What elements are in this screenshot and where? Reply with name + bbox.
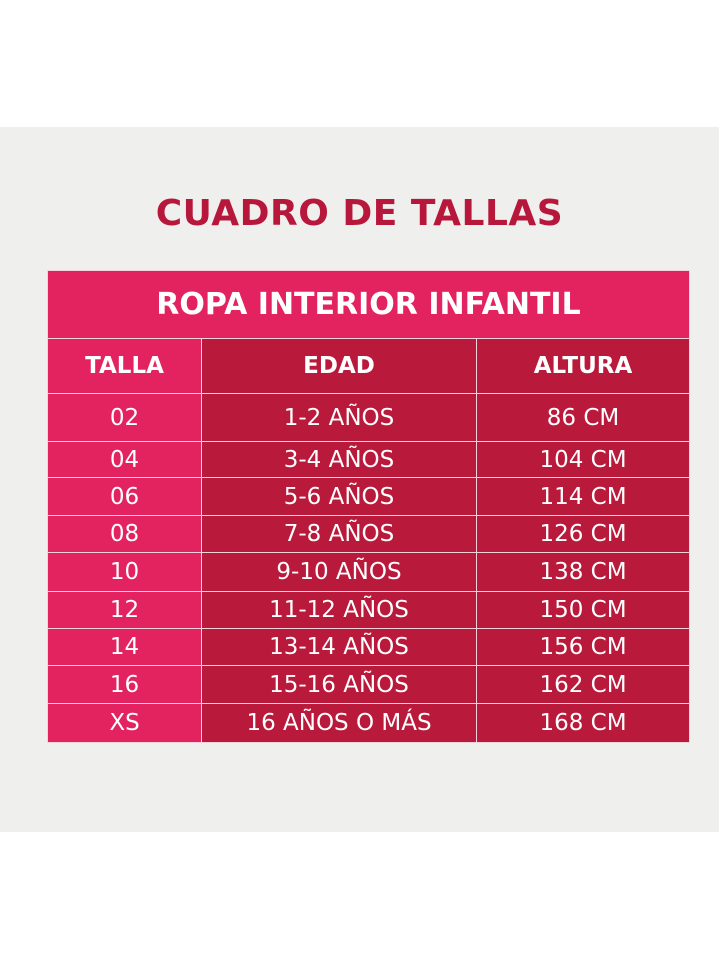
table-cell: 150 CM (476, 591, 690, 629)
table-title: ROPA INTERIOR INFANTIL (47, 270, 690, 339)
table-cell: 13-14 AÑOS (201, 628, 477, 666)
table-cell: 11-12 AÑOS (201, 591, 477, 629)
table-row: 12 11-12 AÑOS 150 CM (47, 591, 690, 629)
table-cell: 3-4 AÑOS (201, 441, 477, 478)
table-cell: 126 CM (476, 515, 690, 553)
table-cell: 114 CM (476, 477, 690, 516)
table-cell: 162 CM (476, 665, 690, 704)
table-cell: XS (47, 703, 202, 743)
column-header: ALTURA (476, 338, 690, 394)
table-row: 16 15-16 AÑOS 162 CM (47, 665, 690, 704)
page-title: CUADRO DE TALLAS (155, 193, 564, 234)
table-body: ROPA INTERIOR INFANTIL TALLA EDAD ALTURA 02… (47, 270, 690, 743)
table-cell: 04 (47, 441, 202, 478)
table-cell: 1-2 AÑOS (201, 393, 477, 442)
table-cell: 104 CM (476, 441, 690, 478)
table-row: 04 3-4 AÑOS 104 CM (47, 441, 690, 478)
column-header: TALLA (47, 338, 202, 394)
table-cell: 5-6 AÑOS (201, 477, 477, 516)
table-row: XS 16 AÑOS O MÁS 168 CM (47, 703, 690, 743)
header-row: TALLA EDAD ALTURA (47, 338, 690, 394)
table-cell: 168 CM (476, 703, 690, 743)
table-cell: 08 (47, 515, 202, 553)
table-cell: 14 (47, 628, 202, 666)
table-cell: 9-10 AÑOS (201, 552, 477, 592)
table-cell: 16 AÑOS O MÁS (201, 703, 477, 743)
table-row: 10 9-10 AÑOS 138 CM (47, 552, 690, 592)
table-cell: 06 (47, 477, 202, 516)
table-cell: 86 CM (476, 393, 690, 442)
table-row: 14 13-14 AÑOS 156 CM (47, 628, 690, 666)
table-row: 06 5-6 AÑOS 114 CM (47, 477, 690, 516)
table-cell: 10 (47, 552, 202, 592)
table-cell: 138 CM (476, 552, 690, 592)
table-row: 02 1-2 AÑOS 86 CM (47, 393, 690, 442)
table-cell: 7-8 AÑOS (201, 515, 477, 553)
table-cell: 156 CM (476, 628, 690, 666)
table-title-row: ROPA INTERIOR INFANTIL (47, 270, 690, 339)
table-cell: 02 (47, 393, 202, 442)
size-table: ROPA INTERIOR INFANTIL TALLA EDAD ALTURA 02… (47, 270, 690, 743)
column-header: EDAD (201, 338, 477, 394)
table-row: 08 7-8 AÑOS 126 CM (47, 515, 690, 553)
table-cell: 15-16 AÑOS (201, 665, 477, 704)
table-cell: 16 (47, 665, 202, 704)
table-cell: 12 (47, 591, 202, 629)
